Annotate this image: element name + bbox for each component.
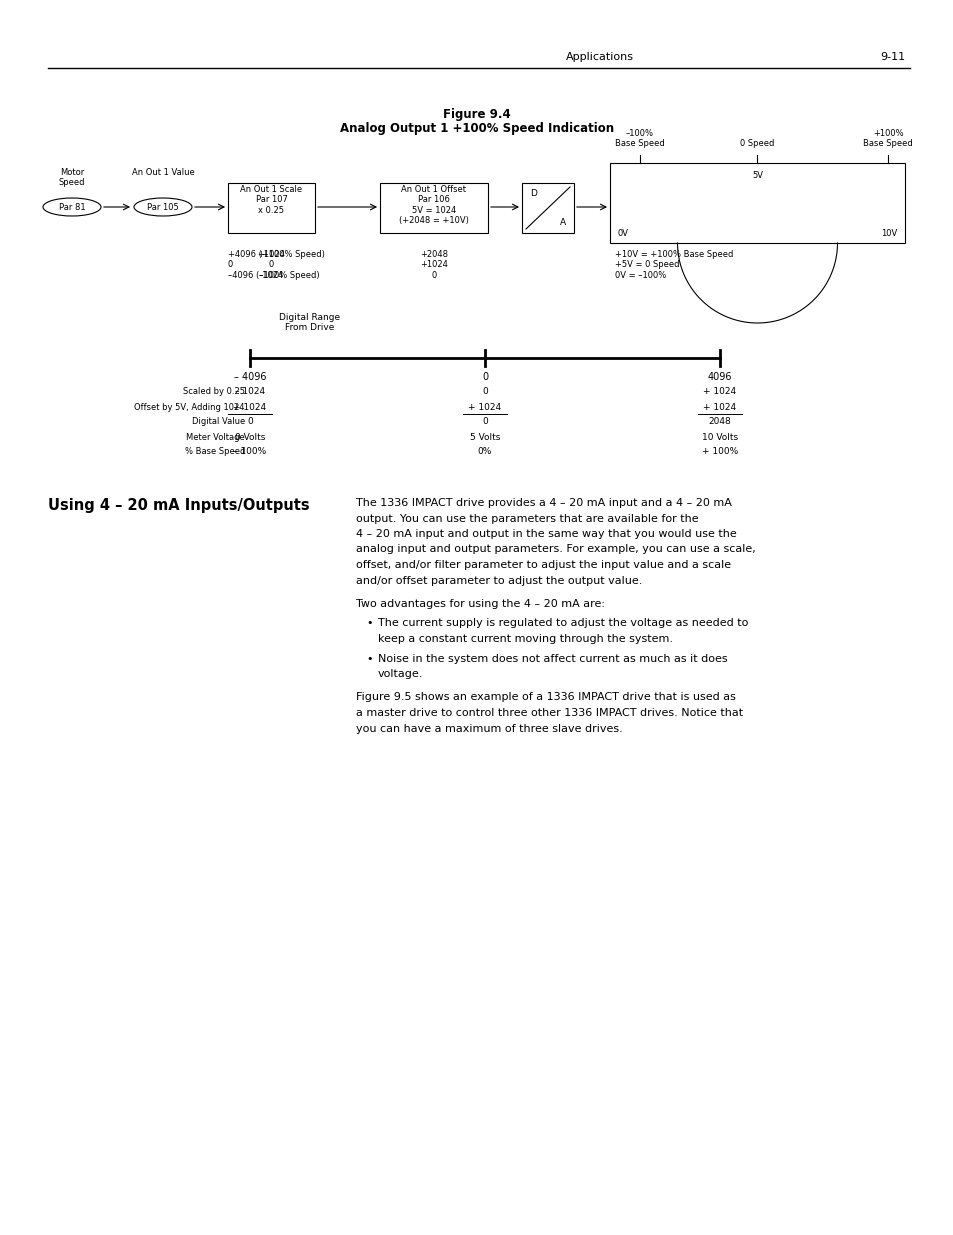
- Text: The current supply is regulated to adjust the voltage as needed to: The current supply is regulated to adjus…: [377, 619, 747, 629]
- Text: Analog Output 1 +100% Speed Indication: Analog Output 1 +100% Speed Indication: [339, 122, 614, 135]
- Text: An Out 1 Value: An Out 1 Value: [132, 168, 194, 177]
- Text: 4 – 20 mA input and output in the same way that you would use the: 4 – 20 mA input and output in the same w…: [355, 529, 736, 538]
- Text: – 1024: – 1024: [234, 388, 265, 396]
- Text: Meter Voltage: Meter Voltage: [186, 432, 245, 441]
- Text: +2048
+1024
0: +2048 +1024 0: [419, 249, 448, 280]
- Text: Using 4 – 20 mA Inputs/Outputs: Using 4 – 20 mA Inputs/Outputs: [48, 498, 310, 513]
- Text: 0%: 0%: [477, 447, 492, 457]
- Text: Figure 9.4: Figure 9.4: [442, 107, 511, 121]
- Text: 0V: 0V: [618, 228, 628, 238]
- Text: •: •: [366, 619, 372, 629]
- Bar: [609, 163, 904, 243]
- Text: + 1024: + 1024: [702, 388, 736, 396]
- Text: Par 105: Par 105: [147, 203, 178, 211]
- Text: output. You can use the parameters that are available for the: output. You can use the parameters that …: [355, 514, 698, 524]
- Text: The 1336 IMPACT drive provides a 4 – 20 mA input and a 4 – 20 mA: The 1336 IMPACT drive provides a 4 – 20 …: [355, 498, 731, 508]
- Text: +4096 (+100% Speed)
0
–4096 (–100% Speed): +4096 (+100% Speed) 0 –4096 (–100% Speed…: [228, 249, 325, 280]
- Text: Digital Range
From Drive: Digital Range From Drive: [279, 312, 340, 332]
- Text: An Out 1 Offset
Par 106
5V = 1024
(+2048 = +10V): An Out 1 Offset Par 106 5V = 1024 (+2048…: [398, 185, 469, 225]
- Text: + 1024: + 1024: [702, 403, 736, 411]
- Text: 9-11: 9-11: [879, 52, 904, 62]
- Text: 10V: 10V: [880, 228, 896, 238]
- Text: Noise in the system does not affect current as much as it does: Noise in the system does not affect curr…: [377, 653, 727, 663]
- Text: 4096: 4096: [707, 372, 732, 382]
- Text: analog input and output parameters. For example, you can use a scale,: analog input and output parameters. For …: [355, 545, 755, 555]
- Text: 0 Speed: 0 Speed: [739, 140, 774, 148]
- Text: Offset by 5V, Adding 1024: Offset by 5V, Adding 1024: [134, 403, 245, 411]
- Text: Applications: Applications: [565, 52, 634, 62]
- Text: Figure 9.5 shows an example of a 1336 IMPACT drive that is used as: Figure 9.5 shows an example of a 1336 IM…: [355, 693, 735, 703]
- Text: 0: 0: [481, 417, 487, 426]
- Text: Scaled by 0.25: Scaled by 0.25: [183, 388, 245, 396]
- Text: 10 Volts: 10 Volts: [701, 432, 738, 441]
- Text: Motor
Speed: Motor Speed: [59, 168, 85, 188]
- Text: voltage.: voltage.: [377, 669, 423, 679]
- Text: 0: 0: [481, 372, 488, 382]
- Text: – 4096: – 4096: [233, 372, 266, 382]
- Bar: [379, 183, 488, 233]
- Text: 5V: 5V: [751, 170, 762, 180]
- Text: offset, and/or filter parameter to adjust the input value and a scale: offset, and/or filter parameter to adjus…: [355, 559, 730, 571]
- Text: + 1024: + 1024: [233, 403, 266, 411]
- Text: – 100%: – 100%: [233, 447, 266, 457]
- Text: –100%
Base Speed: –100% Base Speed: [615, 128, 664, 148]
- Text: Digital Value: Digital Value: [192, 417, 245, 426]
- Text: •: •: [366, 653, 372, 663]
- Text: Two advantages for using the 4 – 20 mA are:: Two advantages for using the 4 – 20 mA a…: [355, 599, 604, 609]
- Text: a master drive to control three other 1336 IMPACT drives. Notice that: a master drive to control three other 13…: [355, 708, 742, 718]
- Text: keep a constant current moving through the system.: keep a constant current moving through t…: [377, 634, 672, 643]
- Text: you can have a maximum of three slave drives.: you can have a maximum of three slave dr…: [355, 724, 622, 734]
- Text: +100%
Base Speed: +100% Base Speed: [862, 128, 912, 148]
- Text: An Out 1 Scale
Par 107
x 0.25: An Out 1 Scale Par 107 x 0.25: [240, 185, 302, 215]
- Text: 2048: 2048: [708, 417, 731, 426]
- Text: D: D: [530, 189, 537, 198]
- Text: Par 81: Par 81: [59, 203, 85, 211]
- Text: 0 Volts: 0 Volts: [234, 432, 265, 441]
- Text: and/or offset parameter to adjust the output value.: and/or offset parameter to adjust the ou…: [355, 576, 641, 585]
- Text: + 1024: + 1024: [468, 403, 501, 411]
- Text: + 100%: + 100%: [701, 447, 738, 457]
- Text: +10V = +100% Base Speed
+5V = 0 Speed
0V = –100%: +10V = +100% Base Speed +5V = 0 Speed 0V…: [615, 249, 733, 280]
- Bar: [521, 183, 574, 233]
- Text: +1024
0
–1024: +1024 0 –1024: [257, 249, 285, 280]
- Text: % Base Speed: % Base Speed: [185, 447, 245, 457]
- Text: A: A: [559, 219, 565, 227]
- Text: 0: 0: [247, 417, 253, 426]
- Text: 5 Volts: 5 Volts: [469, 432, 499, 441]
- Bar: [228, 183, 314, 233]
- Text: 0: 0: [481, 388, 487, 396]
